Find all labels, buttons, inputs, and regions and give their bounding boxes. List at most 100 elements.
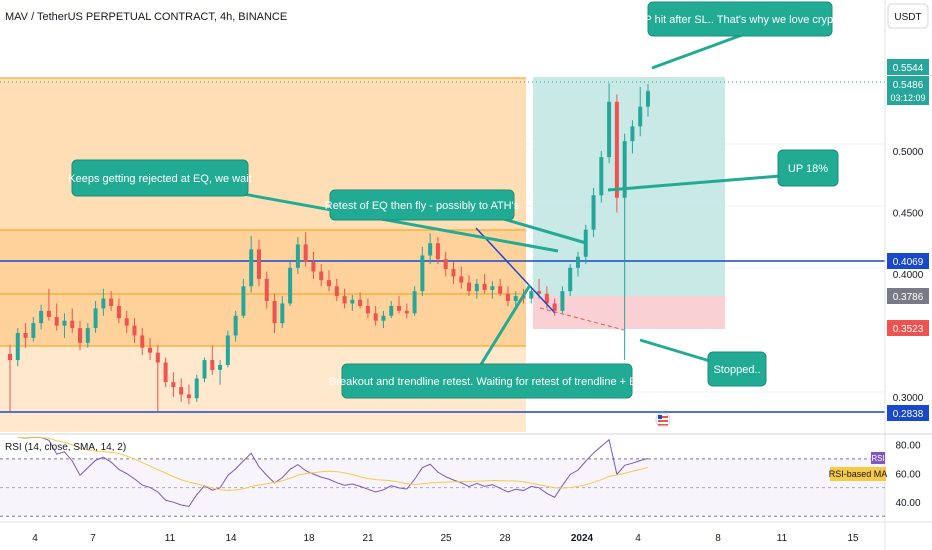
time-tick-label: 8 <box>715 533 721 544</box>
candle-body <box>8 353 12 361</box>
candle-body <box>560 291 565 311</box>
candle-body <box>529 291 534 299</box>
candle-body <box>412 291 417 314</box>
last-price-tag-text: 0.5486 <box>893 80 924 91</box>
time-tick-label: 4 <box>635 533 641 544</box>
candle-body <box>498 286 503 294</box>
trendline[interactable] <box>475 227 556 314</box>
upper-line-tag-text: 0.4069 <box>893 257 924 268</box>
currency-button-label: USDT <box>894 12 921 23</box>
candle-body <box>31 323 36 338</box>
rsi-tick-label: 40.00 <box>895 498 920 509</box>
time-tick-label: 18 <box>303 533 315 544</box>
candle-body <box>435 243 440 260</box>
candle-body <box>568 267 573 292</box>
price-tick-label: 0.5000 <box>893 147 924 158</box>
candle-body <box>288 267 293 304</box>
candle-body <box>342 296 347 304</box>
candle-body <box>23 332 28 338</box>
time-tick-label: 4 <box>32 533 38 544</box>
time-tick-label: 21 <box>362 533 374 544</box>
annotation-stopped-text: Stopped.. <box>713 364 760 376</box>
annotation-rejected[interactable]: Keeps getting rejected at EQ, we wait <box>68 159 252 197</box>
candle-body <box>630 126 635 142</box>
candle-body <box>459 276 464 283</box>
rsi-pane[interactable]: RSI (14, close, SMA, 14, 2) 80.00 60.00 40… <box>0 433 932 517</box>
time-tick-label: 2024 <box>571 533 594 544</box>
stop-zone <box>533 296 725 329</box>
stop-tag <box>887 320 929 336</box>
annotation-up-text: UP 18% <box>788 163 828 175</box>
candle-body <box>646 91 650 107</box>
annotations[interactable]: Keeps getting rejected at EQ, we wait Re… <box>68 1 843 399</box>
rsi-tag-text: RSI <box>871 454 884 463</box>
us-flag-icon[interactable] <box>655 412 671 428</box>
candle-body <box>599 157 604 196</box>
retest-arrow-line <box>499 216 587 245</box>
annotation-breakout[interactable]: Breakout and trendline retest. Waiting f… <box>329 363 645 399</box>
stop-tag-text: 0.3523 <box>893 324 924 335</box>
candle-body <box>155 352 160 363</box>
trend-drawings[interactable] <box>231 33 781 367</box>
candle-body <box>179 387 184 395</box>
high-tag-text: 0.5544 <box>893 63 924 74</box>
breakout-arrow-line <box>478 284 532 367</box>
annotation-up[interactable]: UP 18% <box>777 149 839 187</box>
time-tick-label: 11 <box>165 533 176 544</box>
candle-body <box>303 244 308 262</box>
candle-body <box>295 244 300 268</box>
candle-body <box>233 315 238 336</box>
rsi-tick-label: 60.00 <box>895 469 920 480</box>
time-tick-label: 25 <box>440 533 452 544</box>
candle-body <box>249 249 254 287</box>
candle-body <box>132 325 137 336</box>
annotation-tp[interactable]: TP hit after SL.. That's why we love cry… <box>638 1 843 37</box>
lower-line-tag-text: 0.2838 <box>893 409 924 420</box>
symbol-title: MAV / TetherUS PERPETUAL CONTRACT, 4h, B… <box>5 11 287 23</box>
candle-body <box>311 261 316 272</box>
candle-body <box>381 315 386 321</box>
candle-body <box>39 310 44 324</box>
candle-body <box>148 347 153 353</box>
stopped-arrow-line <box>639 338 721 366</box>
lower-line-tag <box>887 405 929 421</box>
candle-body <box>334 286 339 297</box>
candle-body <box>280 303 285 324</box>
candle-body <box>163 362 168 383</box>
annotation-stopped[interactable]: Stopped.. <box>707 351 767 387</box>
candle-body <box>389 305 394 316</box>
candle-body <box>552 303 557 311</box>
candle-body <box>474 283 479 292</box>
rejected-arrow-line <box>231 190 559 253</box>
candle-body <box>54 317 59 326</box>
rsi-band <box>0 458 885 517</box>
tp-arrow-line <box>651 33 743 70</box>
candle-body <box>256 249 261 279</box>
candle-body <box>225 335 230 365</box>
entry-tag <box>887 288 929 304</box>
annotation-tp-text: TP hit after SL.. That's why we love cry… <box>638 14 843 26</box>
rsi-ma-tag <box>830 467 886 481</box>
candle-body <box>116 305 121 319</box>
price-ticks: 0.5000 0.4500 0.4000 0.3000 <box>893 147 924 404</box>
rsi-title: RSI (14, close, SMA, 14, 2) <box>5 442 126 453</box>
rsi-line <box>17 436 649 507</box>
time-tick-label: 7 <box>90 533 96 544</box>
annotation-rejected-text: Keeps getting rejected at EQ, we wait <box>68 173 251 185</box>
candle-body <box>350 299 355 304</box>
candle-body <box>327 280 331 287</box>
candle-body <box>428 243 433 256</box>
candle-body <box>62 320 67 326</box>
currency-button[interactable]: USDT <box>887 3 929 29</box>
annotation-retest[interactable]: Retest of EQ then fly - possibly to ATH'… <box>325 189 520 221</box>
time-tick-label: 28 <box>499 533 511 544</box>
candle-body <box>210 360 215 370</box>
target-zone <box>533 77 725 296</box>
candle-body <box>443 259 448 270</box>
price-tick-label: 0.3000 <box>893 393 924 404</box>
time-axis[interactable]: 4 7 11 14 18 21 25 28 2024 4 8 11 15 <box>32 533 859 544</box>
price-tags: 0.5544 0.5486 03:12:09 0.4069 0.3786 0.3… <box>887 59 929 421</box>
candle-body <box>575 256 580 268</box>
long-position-tool[interactable] <box>533 77 725 329</box>
